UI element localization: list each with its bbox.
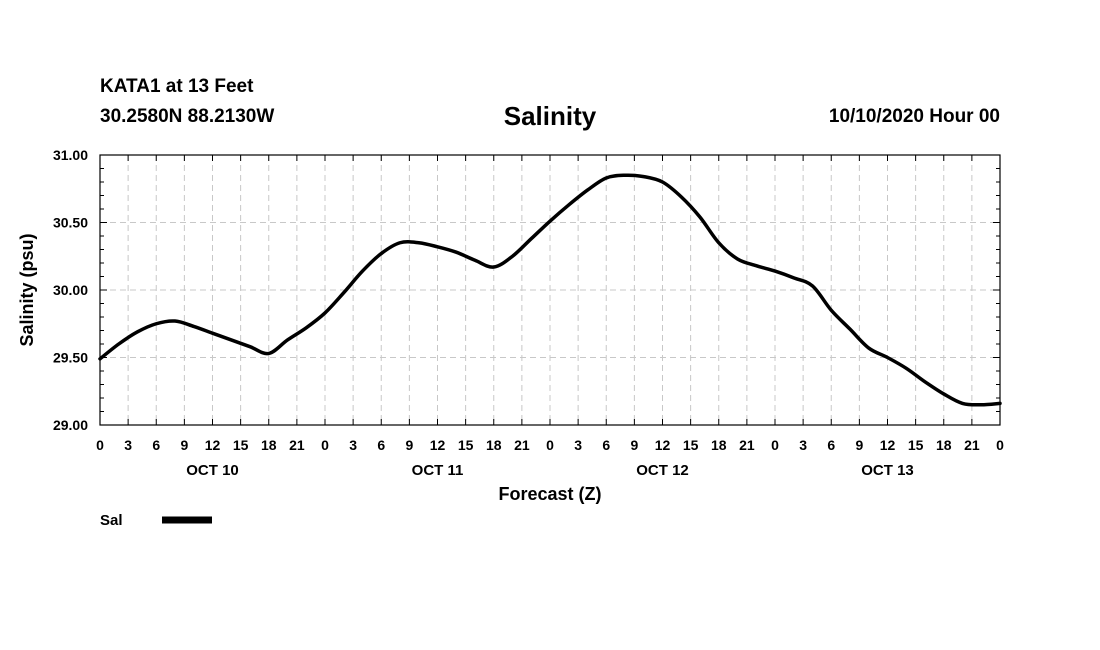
x-tick-label: 6 — [827, 437, 835, 453]
x-tick-label: 0 — [996, 437, 1004, 453]
x-tick-label: 9 — [180, 437, 188, 453]
x-tick-label: 9 — [630, 437, 638, 453]
x-tick-label: 18 — [486, 437, 502, 453]
x-tick-label: 12 — [880, 437, 896, 453]
x-tick-label: 3 — [124, 437, 132, 453]
x-tick-label: 15 — [683, 437, 699, 453]
day-label: OCT 13 — [861, 462, 914, 479]
y-tick-label: 30.00 — [53, 282, 88, 298]
x-tick-label: 3 — [799, 437, 807, 453]
x-tick-label: 9 — [405, 437, 413, 453]
x-tick-label: 15 — [233, 437, 249, 453]
x-tick-label: 21 — [964, 437, 980, 453]
legend: Sal — [100, 512, 212, 529]
x-tick-label: 6 — [377, 437, 385, 453]
y-tick-label: 29.00 — [53, 417, 88, 433]
x-tick-label: 6 — [602, 437, 610, 453]
x-tick-label: 21 — [289, 437, 305, 453]
x-tick-label: 0 — [321, 437, 329, 453]
x-tick-label: 3 — [574, 437, 582, 453]
x-tick-label: 12 — [655, 437, 671, 453]
x-tick-labels: 0 3 6 9 12 15 18 21 0 3 6 9 12 15 18 21 0 3 6 9 12 15 18 21 0 3 6 9… — [96, 437, 1004, 453]
x-tick-label: 15 — [908, 437, 924, 453]
station-coordinates: 30.2580N 88.2130W — [100, 106, 275, 127]
axis-ticks — [99, 154, 1001, 426]
day-labels: OCT 10 OCT 11 OCT 12 OCT 13 — [186, 462, 914, 479]
x-tick-label: 0 — [771, 437, 779, 453]
y-axis-label: Salinity (psu) — [17, 233, 37, 346]
x-tick-label: 21 — [739, 437, 755, 453]
day-label: OCT 11 — [412, 462, 464, 479]
x-tick-label: 21 — [514, 437, 530, 453]
y-tick-label: 29.50 — [53, 350, 88, 366]
y-tick-label: 30.50 — [53, 215, 88, 231]
x-tick-label: 9 — [855, 437, 863, 453]
legend-label-sal: Sal — [100, 512, 123, 529]
y-tick-labels: 29.00 29.50 30.00 30.50 31.00 — [53, 147, 88, 433]
chart-title: Salinity — [503, 101, 597, 131]
day-label: OCT 10 — [186, 462, 239, 479]
x-tick-label: 12 — [430, 437, 446, 453]
x-tick-label: 12 — [205, 437, 221, 453]
x-tick-label: 6 — [152, 437, 160, 453]
x-tick-label: 18 — [261, 437, 277, 453]
x-axis-label: Forecast (Z) — [498, 484, 601, 504]
day-label: OCT 12 — [636, 462, 689, 479]
x-tick-label: 15 — [458, 437, 474, 453]
x-tick-label: 18 — [711, 437, 727, 453]
grid-lines — [100, 155, 1000, 425]
series-line-sal — [98, 173, 1002, 407]
x-tick-label: 18 — [936, 437, 952, 453]
forecast-run-time: 10/10/2020 Hour 00 — [828, 106, 1000, 127]
x-tick-label: 0 — [96, 437, 104, 453]
station-label: KATA1 at 13 Feet — [100, 76, 254, 97]
x-tick-label: 3 — [349, 437, 357, 453]
x-tick-label: 0 — [546, 437, 554, 453]
y-tick-label: 31.00 — [53, 147, 88, 163]
